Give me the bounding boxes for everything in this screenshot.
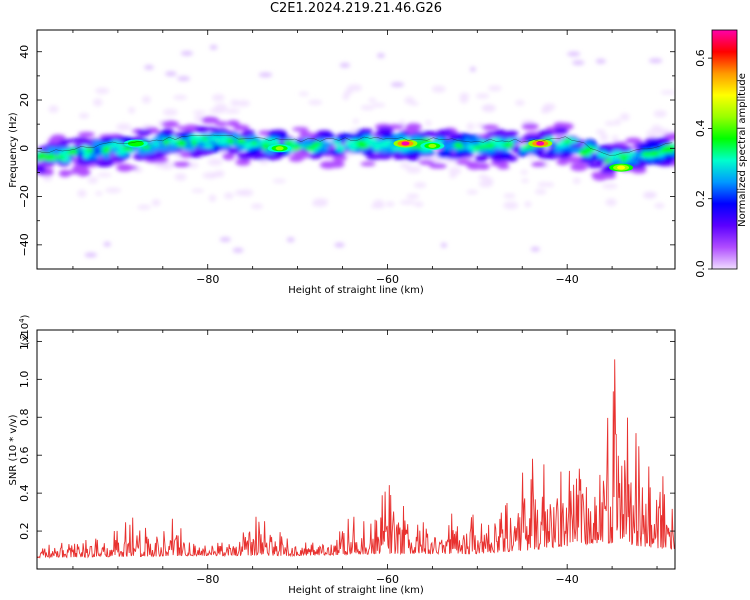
- spectrogram-ticks: −80 −60 −40 −40 −20 0 20 40: [18, 30, 675, 286]
- spectrogram-heatmap: [37, 44, 675, 258]
- y-tick-label: −40: [18, 233, 31, 256]
- x-tick-label: −60: [376, 573, 399, 586]
- spectrogram-frame: [36, 29, 676, 270]
- chart-title: C2E1.2024.219.21.46.G26: [269, 1, 443, 16]
- x-tick-label: −40: [556, 573, 579, 586]
- snr-frame: [36, 329, 676, 570]
- x-tick-label: −60: [376, 273, 399, 286]
- colorbar-tick-label: 0.4: [694, 120, 707, 138]
- spectrogram-hotspot: [123, 139, 148, 148]
- x-tick-label: −80: [196, 573, 219, 586]
- spectrogram-ylabel: Frequency (Hz): [8, 112, 19, 188]
- y-tick-label: 0.6: [18, 446, 31, 464]
- snr-ylabel: SNR (10 * v/v): [8, 414, 19, 485]
- spectrogram-hotspot: [393, 139, 418, 148]
- y-tick-label: 20: [18, 93, 31, 107]
- snr-panel: −80 −60 −40 0.2 0.4 0.6 0.8 1.0 1.2 Height of st…: [8, 314, 676, 596]
- y-tick-label: 40: [18, 45, 31, 59]
- colorbar-gradient: [711, 29, 738, 270]
- colorbar-label: Normalized spectral amplitude: [737, 73, 748, 227]
- snr-xlabel: Height of straight line (km): [288, 585, 424, 596]
- spectrogram-hotspot: [528, 139, 553, 148]
- y-tick-label: 1.0: [18, 371, 31, 389]
- colorbar-tick-label: 0.6: [694, 49, 707, 67]
- spectrogram-panel: −80 −60 −40 −40 −20 0 20 40 Height of straight …: [8, 29, 676, 296]
- snr-scale-label: (x104): [18, 314, 31, 345]
- colorbar-tick-label: 0.2: [694, 190, 707, 208]
- y-tick-label: 0.2: [18, 522, 31, 540]
- spectrogram-hotspot: [420, 141, 445, 150]
- y-tick-label: 1.2: [18, 333, 31, 351]
- colorbar-ticks: 0.0 0.2 0.4 0.6: [694, 49, 712, 278]
- y-tick-label: 0.8: [18, 409, 31, 427]
- colorbar-tick-label: 0.0: [694, 260, 707, 278]
- y-tick-label: 0.4: [18, 484, 31, 502]
- y-tick-label: 0: [18, 145, 31, 152]
- y-tick-label: −20: [18, 185, 31, 208]
- spectrogram-hotspot: [609, 163, 634, 172]
- colorbar: 0.0 0.2 0.4 0.6 Normalized spectral amplitu…: [694, 29, 748, 278]
- x-tick-label: −40: [556, 273, 579, 286]
- snr-ticks: −80 −60 −40 0.2 0.4 0.6 0.8 1.0 1.2: [18, 330, 675, 586]
- spectrogram-hotspot: [267, 144, 292, 153]
- snr-series-line: [37, 359, 675, 559]
- x-tick-label: −80: [196, 273, 219, 286]
- spectrogram-xlabel: Height of straight line (km): [288, 285, 424, 296]
